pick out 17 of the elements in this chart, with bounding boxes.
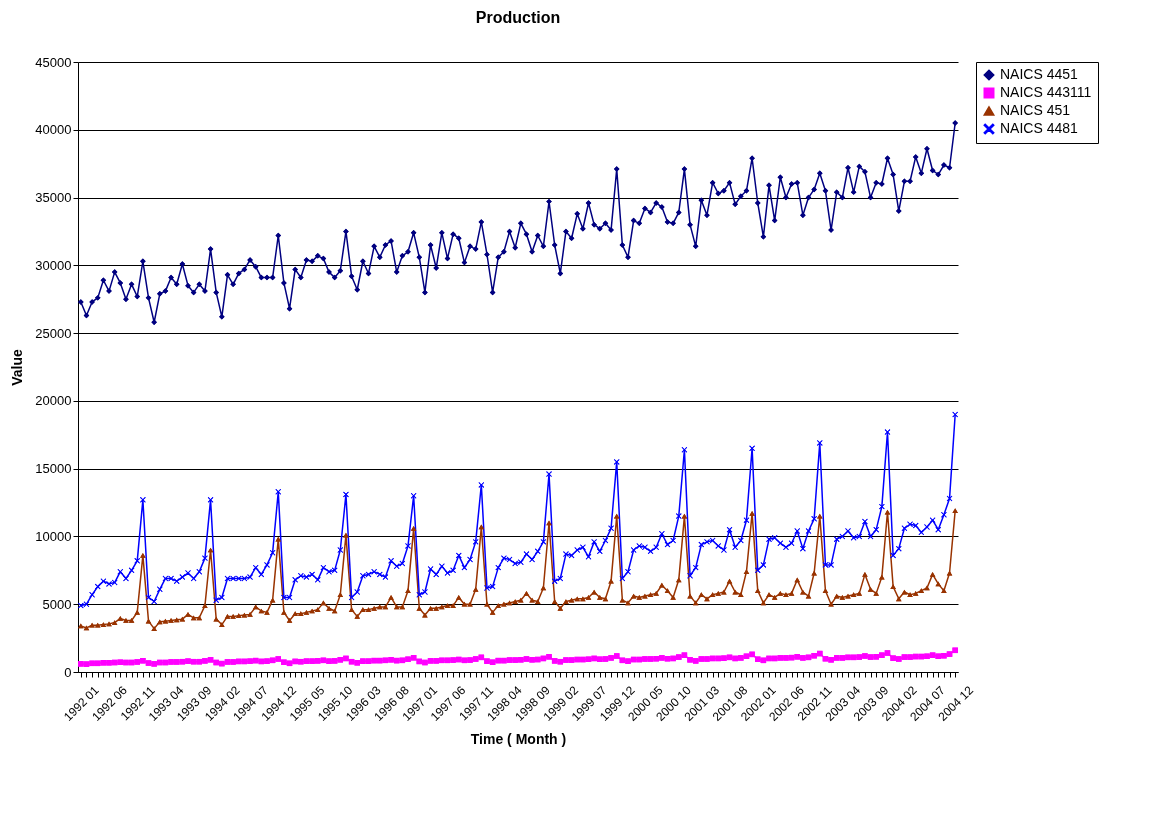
y-tick-label: 35000 [35, 190, 72, 206]
y-tick-label: 10000 [35, 528, 72, 544]
y-tick-label: 15000 [35, 461, 72, 477]
y-tick-label: 0 [64, 664, 72, 680]
y-tick-label: 20000 [35, 393, 72, 409]
x-axis-title: Time ( Month ) [470, 731, 567, 748]
chart-title: Production [475, 9, 561, 26]
legend-label: NAICS 443111 [1000, 84, 1092, 100]
y-tick-label: 25000 [35, 325, 72, 341]
legend-label: NAICS 4481 [1000, 120, 1079, 136]
legend-label: NAICS 4451 [1000, 66, 1079, 82]
y-tick-label: 30000 [35, 257, 72, 273]
legend-label: NAICS 451 [1000, 102, 1071, 118]
y-axis-title: Value [9, 349, 26, 386]
y-tick-label: 45000 [35, 54, 72, 70]
y-tick-label: 40000 [35, 122, 72, 138]
y-tick-label: 5000 [42, 596, 72, 612]
